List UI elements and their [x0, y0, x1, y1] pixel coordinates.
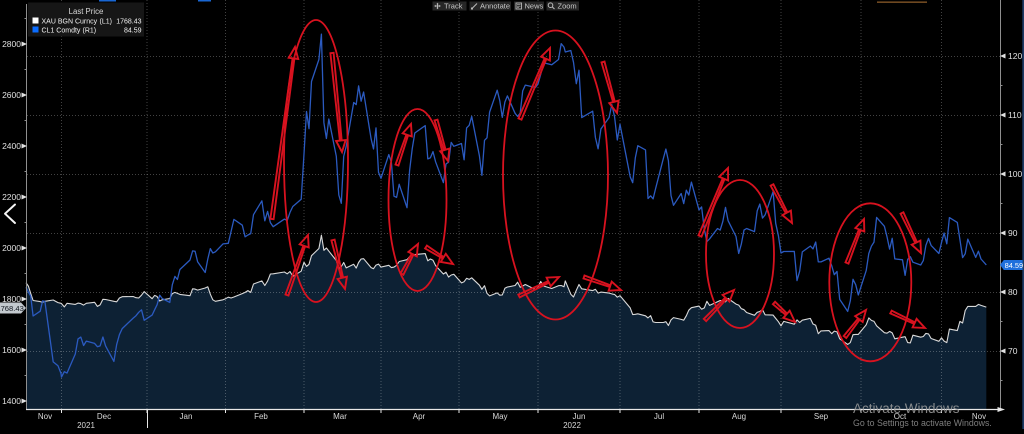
- svg-text:Dec: Dec: [97, 412, 111, 421]
- svg-text:(R1): (R1): [83, 28, 97, 35]
- svg-text:84.59: 84.59: [124, 28, 142, 35]
- svg-text:2022: 2022: [563, 421, 581, 429]
- svg-text:2000: 2000: [2, 243, 21, 253]
- svg-text:Feb: Feb: [254, 412, 268, 421]
- svg-text:Zoom: Zoom: [558, 2, 577, 11]
- svg-text:Go to Settings to activate Win: Go to Settings to activate Windows.: [853, 418, 992, 428]
- svg-text:1400: 1400: [2, 396, 21, 406]
- svg-text:(L1): (L1): [100, 19, 112, 26]
- svg-text:Last Price: Last Price: [69, 7, 104, 16]
- svg-text:Apr: Apr: [413, 412, 426, 421]
- svg-text:2400: 2400: [2, 141, 21, 151]
- svg-text:84.59: 84.59: [1005, 261, 1024, 270]
- svg-text:Activate Windows: Activate Windows: [853, 401, 960, 416]
- svg-text:1768.43: 1768.43: [116, 19, 141, 26]
- svg-text:80: 80: [1008, 287, 1018, 297]
- svg-text:Nov: Nov: [38, 412, 52, 421]
- svg-text:2800: 2800: [2, 39, 21, 49]
- svg-text:News: News: [525, 2, 544, 11]
- svg-text:Sep: Sep: [814, 412, 829, 421]
- svg-text:1768.43: 1768.43: [0, 304, 24, 313]
- svg-text:70: 70: [1008, 346, 1018, 356]
- svg-text:1800: 1800: [2, 294, 21, 304]
- svg-text:Jan: Jan: [180, 412, 193, 421]
- svg-text:May: May: [492, 412, 507, 421]
- svg-text:110: 110: [1008, 110, 1022, 120]
- svg-text:Annotate: Annotate: [480, 2, 510, 11]
- svg-text:Track: Track: [444, 2, 463, 11]
- svg-text:2021: 2021: [77, 421, 95, 429]
- svg-text:CL1 Comdty: CL1 Comdty: [42, 28, 81, 35]
- svg-text:1600: 1600: [2, 345, 21, 355]
- svg-text:120: 120: [1008, 51, 1022, 61]
- svg-text:Aug: Aug: [732, 412, 746, 421]
- svg-text:Jun: Jun: [573, 412, 586, 421]
- svg-text:2200: 2200: [2, 192, 21, 202]
- svg-text:2600: 2600: [2, 90, 21, 100]
- svg-text:90: 90: [1008, 228, 1018, 238]
- svg-text:XAU BGN Curncy: XAU BGN Curncy: [42, 19, 98, 26]
- svg-text:Nov: Nov: [972, 412, 986, 421]
- svg-text:Oct: Oct: [894, 412, 907, 421]
- svg-text:100: 100: [1008, 169, 1022, 179]
- svg-text:Mar: Mar: [333, 412, 347, 421]
- svg-text:Jul: Jul: [654, 412, 664, 421]
